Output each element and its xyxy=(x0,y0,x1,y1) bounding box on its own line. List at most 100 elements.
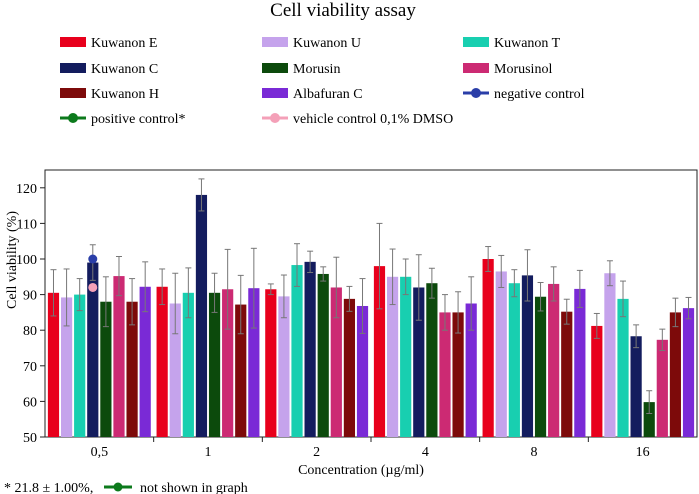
legend-item: Kuwanon E xyxy=(60,36,158,51)
x-tick-label: 0,5 xyxy=(91,445,109,460)
bar xyxy=(591,325,603,437)
legend-label: vehicle control 0,1% DMSO xyxy=(293,112,453,127)
legend-item: Kuwanon T xyxy=(463,36,561,51)
bar xyxy=(630,336,642,437)
bar xyxy=(400,276,412,437)
bar xyxy=(343,298,356,437)
bar xyxy=(156,286,168,437)
x-axis-label: Concentration (µg/ml) xyxy=(298,463,424,478)
bar xyxy=(561,311,573,437)
legend-label: Kuwanon T xyxy=(494,36,561,51)
bar xyxy=(317,273,329,437)
bar xyxy=(521,275,534,437)
bar xyxy=(235,304,247,437)
bar xyxy=(439,312,451,437)
bar xyxy=(126,301,138,437)
y-tick-label: 90 xyxy=(23,289,37,304)
bar xyxy=(195,194,208,437)
bar xyxy=(617,298,629,437)
legend-item: Kuwanon U xyxy=(262,36,361,51)
bar xyxy=(248,288,260,437)
legend-item: vehicle control 0,1% DMSO xyxy=(262,112,453,127)
legend-item: Morusin xyxy=(262,62,340,77)
bar xyxy=(356,305,369,437)
bar xyxy=(291,265,303,437)
footnote: * 21.8 ± 1.00%, not shown in graph xyxy=(4,481,248,494)
plot-area: 50 60 70 80 90 100 110 120 0,5 1 2 4 8 16 xyxy=(16,169,698,460)
bar xyxy=(222,289,234,437)
legend-swatch xyxy=(463,63,489,73)
bar xyxy=(330,287,342,437)
legend-swatch xyxy=(262,37,288,47)
control-marker xyxy=(88,254,98,264)
bar xyxy=(452,312,464,437)
legend-label: positive control* xyxy=(91,112,186,127)
bar xyxy=(656,339,668,437)
y-tick-label: 80 xyxy=(23,324,37,339)
legend-marker xyxy=(68,113,78,123)
bar xyxy=(182,292,194,437)
bar xyxy=(482,259,494,437)
bar xyxy=(604,273,616,437)
legend-swatch xyxy=(60,63,86,73)
bar xyxy=(386,276,399,437)
legend-label: Morusin xyxy=(293,62,340,77)
x-tick-label: 4 xyxy=(422,445,429,460)
legend-item: positive control* xyxy=(60,112,186,127)
bar xyxy=(278,296,290,437)
bar xyxy=(208,292,221,437)
legend-item: negative control xyxy=(463,87,585,102)
y-tick-label: 70 xyxy=(23,360,37,375)
y-tick-label: 110 xyxy=(17,217,37,232)
bar xyxy=(508,283,520,437)
legend-marker xyxy=(471,88,481,98)
y-tick-label: 120 xyxy=(16,182,37,197)
y-tick-label: 60 xyxy=(23,395,37,410)
bar xyxy=(574,288,586,437)
bar xyxy=(74,294,86,437)
bar xyxy=(169,303,181,437)
bar xyxy=(60,297,73,437)
legend-label: negative control xyxy=(494,87,585,102)
legend-swatch xyxy=(60,37,86,47)
x-tick-label: 16 xyxy=(636,445,650,460)
legend-swatch xyxy=(463,37,489,47)
legend-item: Albafuran C xyxy=(262,87,363,102)
legend: Kuwanon E Kuwanon U Kuwanon T Kuwanon C … xyxy=(60,36,585,127)
legend-label: Kuwanon H xyxy=(91,87,159,102)
bar xyxy=(426,283,438,437)
bar xyxy=(669,312,682,437)
legend-label: Kuwanon U xyxy=(293,36,361,51)
bar xyxy=(373,266,386,437)
footnote-prefix: * 21.8 ± 1.00%, xyxy=(4,481,93,494)
bar xyxy=(47,292,60,437)
bar xyxy=(643,402,655,437)
bar xyxy=(413,287,425,437)
bar xyxy=(495,271,507,437)
legend-label: Kuwanon E xyxy=(91,36,158,51)
bar xyxy=(100,301,112,437)
x-tick-label: 8 xyxy=(531,445,538,460)
footnote-marker xyxy=(113,482,123,492)
legend-label: Morusinol xyxy=(494,62,552,77)
legend-item: Kuwanon C xyxy=(60,62,158,77)
legend-label: Albafuran C xyxy=(293,87,363,102)
bar xyxy=(534,296,547,437)
bar xyxy=(87,262,99,437)
bar xyxy=(548,283,560,437)
legend-item: Kuwanon H xyxy=(60,87,159,102)
x-tick-label: 1 xyxy=(205,445,212,460)
footnote-suffix: not shown in graph xyxy=(140,481,248,494)
y-axis-label: Cell viability (%) xyxy=(5,211,20,309)
legend-marker xyxy=(270,113,280,123)
legend-swatch xyxy=(60,88,86,98)
legend-swatch xyxy=(262,88,288,98)
bar xyxy=(465,303,477,437)
legend-swatch xyxy=(262,63,288,73)
bar xyxy=(304,261,316,437)
bar xyxy=(139,286,151,437)
legend-item: Morusinol xyxy=(463,62,552,77)
legend-label: Kuwanon C xyxy=(91,62,158,77)
chart-title: Cell viability assay xyxy=(270,0,416,21)
